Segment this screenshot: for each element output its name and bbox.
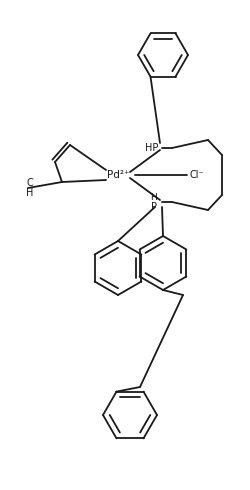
Text: H: H (150, 193, 157, 201)
Text: H: H (26, 188, 34, 198)
Text: P: P (151, 202, 157, 212)
Text: Cl⁻: Cl⁻ (190, 170, 204, 180)
Text: HP: HP (144, 143, 158, 153)
Text: C: C (26, 178, 34, 188)
Text: Pd²⁺: Pd²⁺ (107, 170, 129, 180)
